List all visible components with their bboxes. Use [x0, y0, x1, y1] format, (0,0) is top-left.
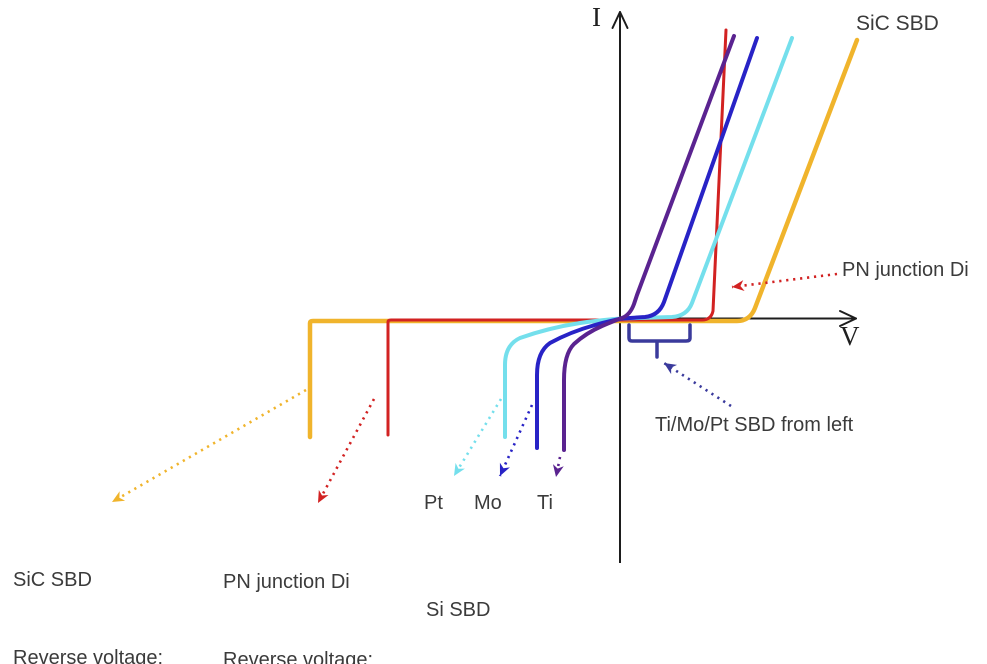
curve-pn-junction: [386, 28, 728, 437]
ti-curve-label: Ti: [537, 492, 553, 514]
ti-reverse-arrow-head: [552, 464, 564, 477]
curve-sic-sbd: [307, 37, 860, 440]
pn-junction-arrow-head: [732, 280, 745, 291]
v-axis-arrowhead: [839, 310, 857, 320]
pn-junction-curve-label: PN junction Di: [842, 259, 969, 281]
si-note-title: Si SBD: [426, 599, 491, 621]
mo-curve-label: Mo: [474, 492, 502, 514]
curve-pt-sbd: [503, 36, 794, 439]
mo-reverse-arrow-head: [499, 462, 510, 476]
sic-breakdown-arrow-line: [111, 388, 307, 504]
mo-reverse-arrow-line: [498, 404, 534, 477]
pn-note-line2: Reverse voltage:: [223, 649, 374, 664]
pt-curve-label: Pt: [424, 492, 443, 514]
pn-junction-arrow-line: [731, 272, 838, 289]
timopt-arrow-line: [663, 361, 732, 408]
pn-breakdown-arrow-line: [316, 398, 376, 504]
pn-junction-note-block: PN junction Di Reverse voltage: 600 V 12…: [223, 517, 373, 664]
ti-mo-pt-bracket: [627, 323, 692, 359]
ti-mo-pt-bracket-label: Ti/Mo/Pt SBD from left: [655, 414, 854, 436]
sic-note-title: SiC SBD: [13, 569, 92, 591]
i-axis-arrowhead: [619, 11, 629, 29]
i-axis-arrowhead: [611, 11, 621, 29]
si-sbd-note-block: Si SBD Reverse voltage: 30 V to 60 V 100…: [426, 543, 857, 664]
curve-mo-sbd: [535, 36, 759, 450]
v-axis-arrowhead: [839, 317, 857, 327]
sic-breakdown-arrow-head: [112, 491, 126, 502]
pt-reverse-arrow-head: [454, 462, 465, 476]
pn-note-title: PN junction Di: [223, 571, 350, 593]
i-axis-label: I: [592, 2, 601, 32]
curve-ti-sbd: [562, 34, 736, 452]
timopt-arrow-head: [664, 363, 678, 375]
pn-breakdown-arrow-head: [318, 489, 329, 503]
sic-sbd-note-block: SiC SBD Reverse voltage: 1200 V 150℃ to …: [13, 515, 163, 664]
pt-reverse-arrow-line: [452, 398, 503, 477]
sic-note-line2: Reverse voltage:: [13, 647, 164, 664]
sic-sbd-curve-label: SiC SBD: [856, 12, 939, 35]
v-axis-label: V: [840, 321, 860, 351]
